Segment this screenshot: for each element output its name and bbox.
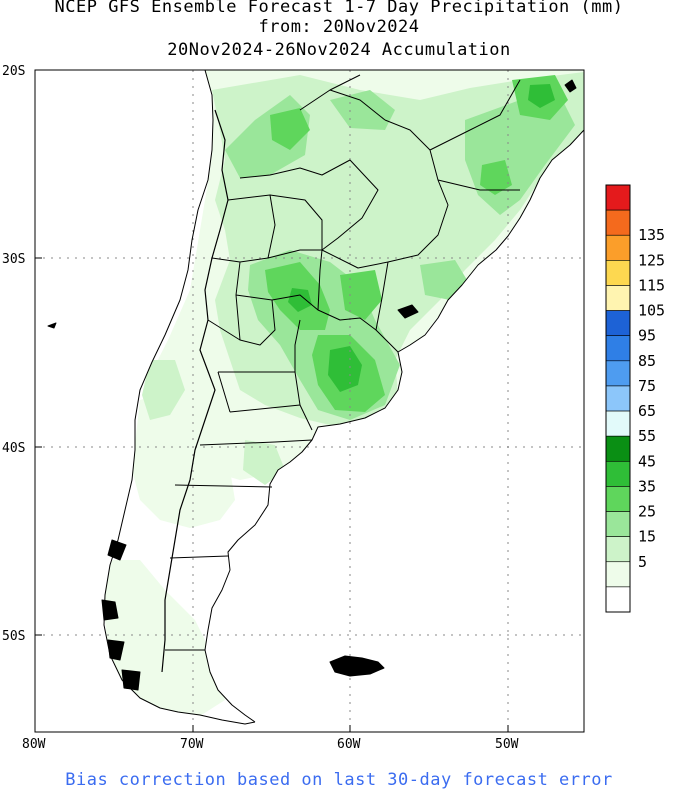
colorbar-swatch — [605, 561, 631, 588]
atlantic-coastline — [204, 129, 584, 723]
bias-correction-note: Bias correction based on last 30-day for… — [65, 770, 613, 790]
colorbar-frame — [605, 184, 631, 613]
lon-label: 70W — [180, 737, 204, 752]
colorbar-label: 5 — [638, 553, 647, 571]
coastlines-borders — [47, 70, 584, 725]
axis-ticks — [35, 69, 509, 732]
lon-label: 50W — [495, 737, 519, 752]
forecast-init-date: from: 20Nov2024 — [258, 17, 420, 37]
colorbar-label: 105 — [638, 302, 665, 320]
brazil-state-borders — [299, 74, 521, 191]
lat-label: 20S — [2, 64, 25, 79]
latitude-labels: 20S 30S 40S 50S — [2, 64, 25, 644]
uruguay-border — [375, 261, 399, 353]
map-title: NCEP GFS Ensemble Forecast 1-7 Day Preci… — [54, 0, 624, 17]
graticule — [35, 70, 584, 732]
colorbar-label: 15 — [638, 528, 656, 546]
colorbar-swatch — [605, 586, 631, 613]
colorbar-swatch — [605, 486, 631, 512]
accumulation-period: 20Nov2024-26Nov2024 Accumulation — [167, 40, 511, 60]
lat-label: 50S — [2, 629, 25, 644]
colorbar-label: 115 — [638, 276, 665, 294]
colorbar-swatch — [605, 285, 631, 311]
colorbar-swatch — [605, 209, 631, 236]
province-borders-central — [271, 249, 377, 331]
precipitation-shading — [104, 70, 584, 716]
colorbar-label: 45 — [638, 452, 656, 470]
paraguay-brazil-border — [321, 119, 449, 269]
colorbar-swatch — [605, 360, 631, 387]
colorbar-label: 55 — [638, 427, 656, 445]
colorbar-label: 35 — [638, 477, 656, 495]
province-borders-patagonia — [165, 439, 313, 651]
colorbar-swatch — [605, 460, 631, 487]
lat-label: 40S — [2, 441, 25, 456]
province-borders-north — [227, 194, 323, 259]
colorbar-swatch — [605, 310, 631, 337]
colorbar-label: 125 — [638, 251, 665, 269]
colorbar-label: 25 — [638, 503, 656, 521]
colorbar-swatch — [605, 260, 631, 286]
lake-mirim — [397, 304, 419, 319]
colorbar-swatch — [605, 511, 631, 537]
coastal-islands — [564, 79, 577, 93]
colorbar-swatch — [605, 536, 631, 563]
colorbar-swatch — [605, 435, 631, 462]
province-borders-pampa — [207, 319, 313, 431]
lon-label: 60W — [337, 737, 361, 752]
falkland-islands — [329, 655, 385, 677]
lon-label: 80W — [22, 737, 46, 752]
colorbar-label: 85 — [638, 352, 656, 370]
precipitation-colorbar: 135 125 115 105 95 85 75 65 55 45 35 25 15 5 — [605, 184, 665, 613]
longitude-labels: 80W 70W 60W 50W — [22, 737, 519, 752]
colorbar-label: 75 — [638, 377, 656, 395]
colorbar-label: 65 — [638, 402, 656, 420]
colorbar-swatch — [605, 234, 631, 261]
colorbar-label: 135 — [638, 226, 665, 244]
colorbar-swatch — [605, 335, 631, 362]
colorbar-swatch — [605, 184, 631, 211]
chilean-archipelago — [101, 539, 141, 691]
offshore-islet — [47, 322, 57, 329]
lat-label: 30S — [2, 252, 25, 267]
plot-frame — [34, 69, 585, 733]
colorbar-swatch — [605, 410, 631, 437]
colorbar-label: 95 — [638, 327, 656, 345]
bolivia-paraguay-border — [239, 159, 379, 251]
pacific-coastline — [103, 70, 256, 725]
colorbar-swatch — [605, 385, 631, 412]
